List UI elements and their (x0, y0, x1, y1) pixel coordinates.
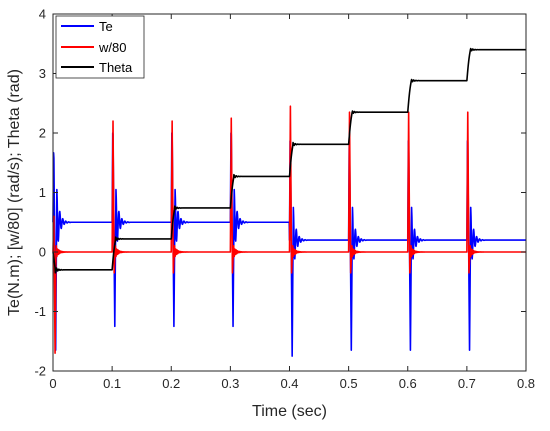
legend: Te w/80 Theta (55, 15, 145, 79)
series-layer (52, 47, 527, 357)
x-tick-label: 0.1 (103, 376, 121, 391)
x-axis-label: Time (sec) (252, 403, 327, 420)
x-tick-label: 0.6 (399, 376, 417, 391)
y-tick-label: 0 (39, 245, 46, 260)
series-theta-line (52, 47, 527, 274)
legend-label-te: Te (99, 19, 113, 34)
x-tick-label: 0.2 (162, 376, 180, 391)
y-tick-label: 4 (39, 7, 46, 22)
x-tick-label: 0.7 (458, 376, 476, 391)
legend-label-w80: w/80 (98, 40, 126, 55)
y-tick-label: -2 (34, 364, 46, 379)
x-tick-label: 0 (49, 376, 56, 391)
x-tick-label: 0.5 (340, 376, 358, 391)
x-tick-label: 0.8 (517, 376, 535, 391)
y-tick-label: 3 (39, 66, 46, 81)
x-tick-label: 0.3 (221, 376, 239, 391)
series-w80-line (52, 105, 527, 354)
y-axis-label: Te(N.m); [w/80] (rad/s); Theta (rad) (6, 69, 23, 316)
legend-label-theta: Theta (99, 60, 133, 75)
x-tick-label: 0.4 (280, 376, 298, 391)
y-tick-label: 1 (39, 185, 46, 200)
y-tick-label: 2 (39, 126, 46, 141)
ticks-layer: 0 0.1 0.2 0.3 0.4 0.5 0.6 0.7 0.8 -2 -1 0 1 2 3 4 (34, 7, 535, 392)
y-tick-label: -1 (34, 304, 46, 319)
